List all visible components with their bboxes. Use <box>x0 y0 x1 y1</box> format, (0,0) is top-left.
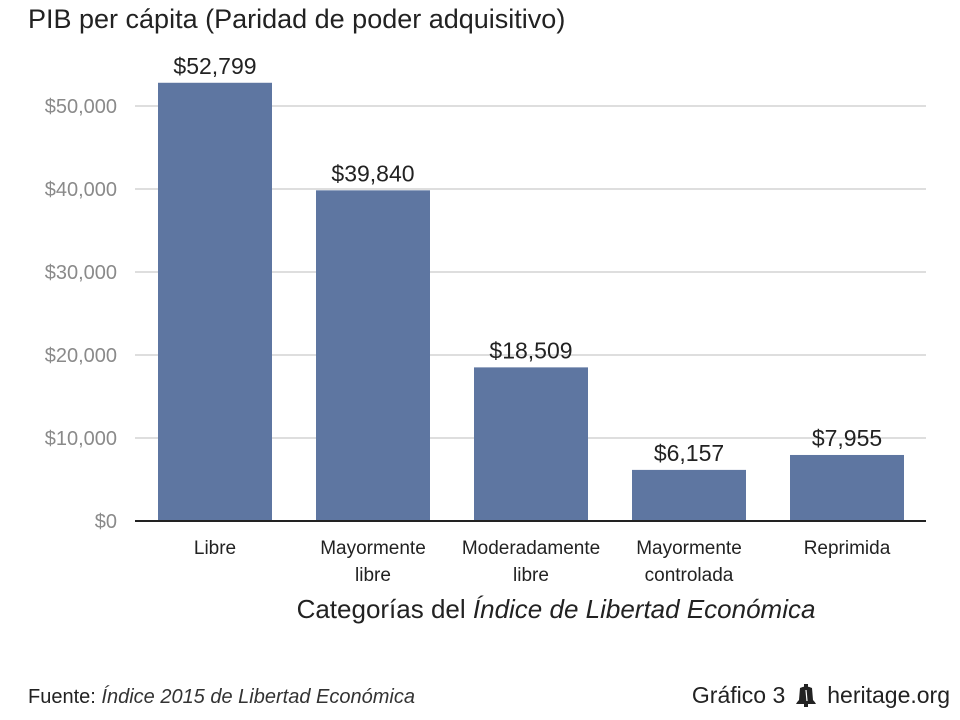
category-label-line: Mayormente <box>320 538 426 559</box>
category-label-line: Reprimida <box>804 538 891 559</box>
bar-value-label: $39,840 <box>331 160 414 186</box>
footer-credit: Gráfico 3 heritage.org <box>692 682 950 709</box>
category-label-line: Libre <box>194 538 236 559</box>
source-text: Índice 2015 de Libertad Económica <box>101 686 415 708</box>
category-label-line: libre <box>355 565 391 586</box>
y-axis-ticks: $0 $10,000 $20,000 $30,000 $40,000 $50,000 <box>45 96 117 533</box>
y-tick-label: $0 <box>95 511 117 533</box>
category-label-line: Moderadamente <box>462 538 600 559</box>
x-axis-title-italic: Índice de Libertad Económica <box>472 594 816 624</box>
bar-value-label: $6,157 <box>654 440 724 466</box>
bar <box>632 469 746 521</box>
source-note: Fuente: Índice 2015 de Libertad Económic… <box>28 686 415 709</box>
bars <box>158 82 904 521</box>
category-label-line: libre <box>513 565 549 586</box>
bar <box>790 454 904 521</box>
data-labels: $52,799 $39,840 $18,509 $6,157 $7,955 <box>173 53 882 466</box>
y-tick-label: $30,000 <box>45 262 117 284</box>
bar-value-label: $52,799 <box>173 53 256 79</box>
site-name: heritage.org <box>827 682 950 708</box>
chart-title: PIB per cápita (Paridad de poder adquisi… <box>28 4 566 34</box>
category-label: Reprimida <box>804 538 891 559</box>
x-axis-title: Categorías del Índice de Libertad Económ… <box>0 594 960 625</box>
y-tick-label: $40,000 <box>45 179 117 201</box>
category-label: Libre <box>194 538 236 559</box>
bar <box>474 367 588 521</box>
liberty-bell-icon <box>796 683 817 707</box>
bar-value-label: $7,955 <box>812 425 882 451</box>
bar-value-label: $18,509 <box>489 337 572 363</box>
category-label: Mayormente controlada <box>636 538 742 586</box>
source-label: Fuente: <box>28 686 96 708</box>
bar <box>158 82 272 521</box>
category-label: Mayormente libre <box>320 538 426 586</box>
chart-number: Gráfico 3 <box>691 682 786 708</box>
y-tick-label: $10,000 <box>45 428 117 450</box>
y-tick-label: $20,000 <box>45 345 117 367</box>
bar <box>316 190 430 521</box>
category-label-line: Mayormente <box>636 538 742 559</box>
x-axis-title-prefix: Categorías del <box>296 594 473 624</box>
y-tick-label: $50,000 <box>45 96 117 118</box>
category-label-line: controlada <box>645 565 734 586</box>
category-label: Moderadamente libre <box>462 538 600 586</box>
